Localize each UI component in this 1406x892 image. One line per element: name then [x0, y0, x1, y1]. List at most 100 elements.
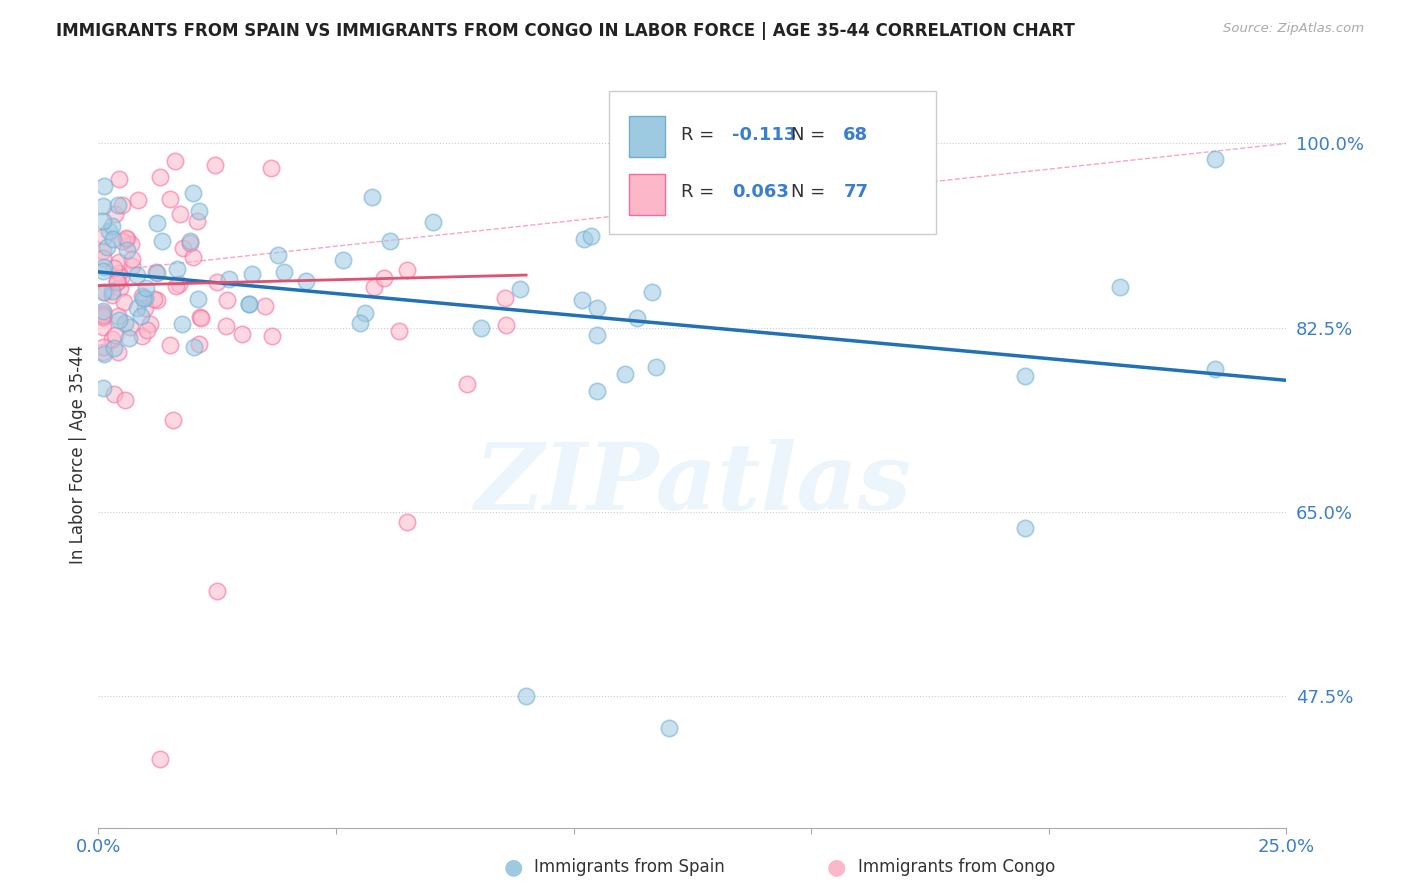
- Point: [1204, 153, 1226, 167]
- Text: 0.063: 0.063: [731, 184, 789, 202]
- Point: [169, 207, 191, 221]
- Point: [117, 232, 139, 246]
- Point: [1014, 369, 1036, 384]
- Point: [579, 229, 602, 244]
- Point: [218, 272, 240, 286]
- Point: [159, 192, 181, 206]
- Point: [139, 317, 162, 331]
- Point: [146, 293, 169, 308]
- Point: [207, 583, 229, 598]
- Point: [572, 232, 595, 246]
- Point: [267, 248, 290, 262]
- Point: [132, 291, 155, 305]
- Point: [586, 384, 609, 398]
- Point: [571, 293, 593, 307]
- Point: [186, 214, 208, 228]
- Point: [91, 344, 114, 359]
- Point: [181, 250, 204, 264]
- Text: Immigrants from Congo: Immigrants from Congo: [858, 858, 1054, 876]
- Point: [127, 268, 149, 283]
- Point: [101, 332, 124, 346]
- Point: [231, 326, 253, 341]
- Point: [613, 367, 636, 381]
- Point: [260, 328, 283, 343]
- Point: [107, 274, 129, 288]
- Point: [388, 324, 411, 338]
- Point: [215, 318, 238, 333]
- Text: -0.113: -0.113: [731, 126, 796, 144]
- Point: [260, 161, 283, 176]
- Point: [115, 231, 138, 245]
- Text: IMMIGRANTS FROM SPAIN VS IMMIGRANTS FROM CONGO IN LABOR FORCE | AGE 35-44 CORREL: IMMIGRANTS FROM SPAIN VS IMMIGRANTS FROM…: [56, 22, 1076, 40]
- Point: [108, 281, 131, 295]
- Point: [645, 360, 668, 375]
- Point: [145, 265, 167, 279]
- Point: [190, 311, 212, 326]
- Point: [120, 319, 142, 334]
- Text: 77: 77: [844, 184, 869, 202]
- Point: [131, 329, 153, 343]
- Point: [146, 216, 169, 230]
- Point: [188, 310, 211, 324]
- Point: [115, 243, 138, 257]
- Point: [181, 186, 204, 200]
- Point: [103, 342, 125, 356]
- Point: [103, 260, 125, 275]
- Point: [107, 309, 129, 323]
- Point: [363, 280, 385, 294]
- Point: [101, 219, 124, 234]
- Point: [127, 193, 149, 207]
- Point: [112, 294, 135, 309]
- Point: [159, 338, 181, 352]
- Point: [378, 234, 401, 248]
- Text: R =: R =: [681, 184, 714, 202]
- Point: [586, 328, 609, 343]
- Point: [91, 306, 114, 320]
- Point: [96, 240, 118, 254]
- Point: [97, 224, 120, 238]
- Point: [396, 516, 419, 530]
- Point: [93, 260, 115, 275]
- Point: [586, 301, 609, 315]
- Point: [108, 172, 131, 186]
- Point: [91, 263, 114, 277]
- Point: [121, 259, 143, 273]
- Point: [91, 199, 114, 213]
- Point: [1014, 521, 1036, 535]
- Point: [166, 261, 188, 276]
- Point: [641, 285, 664, 299]
- Point: [187, 292, 209, 306]
- Text: ●: ●: [827, 857, 846, 877]
- Point: [172, 241, 194, 255]
- Point: [179, 235, 201, 250]
- Point: [253, 299, 276, 313]
- Point: [107, 198, 129, 212]
- Text: Immigrants from Spain: Immigrants from Spain: [534, 858, 725, 876]
- Point: [91, 214, 114, 228]
- Point: [456, 376, 478, 391]
- Point: [145, 266, 167, 280]
- Point: [509, 282, 531, 296]
- Text: ZIPatlas: ZIPatlas: [474, 439, 911, 529]
- Point: [93, 229, 115, 244]
- Point: [165, 154, 187, 169]
- Y-axis label: In Labor Force | Age 35-44: In Labor Force | Age 35-44: [69, 344, 87, 564]
- Point: [396, 262, 419, 277]
- Point: [91, 285, 114, 299]
- Point: [204, 158, 226, 172]
- Point: [422, 214, 444, 228]
- Point: [332, 253, 354, 268]
- Point: [187, 337, 209, 351]
- Point: [107, 344, 129, 359]
- Point: [110, 270, 132, 285]
- Point: [101, 284, 124, 298]
- Point: [131, 289, 153, 303]
- Point: [91, 244, 114, 258]
- Point: [91, 304, 114, 318]
- Point: [105, 275, 128, 289]
- Point: [149, 169, 172, 184]
- Point: [94, 285, 117, 299]
- Text: N =: N =: [792, 184, 825, 202]
- Point: [93, 178, 115, 193]
- Point: [179, 234, 201, 248]
